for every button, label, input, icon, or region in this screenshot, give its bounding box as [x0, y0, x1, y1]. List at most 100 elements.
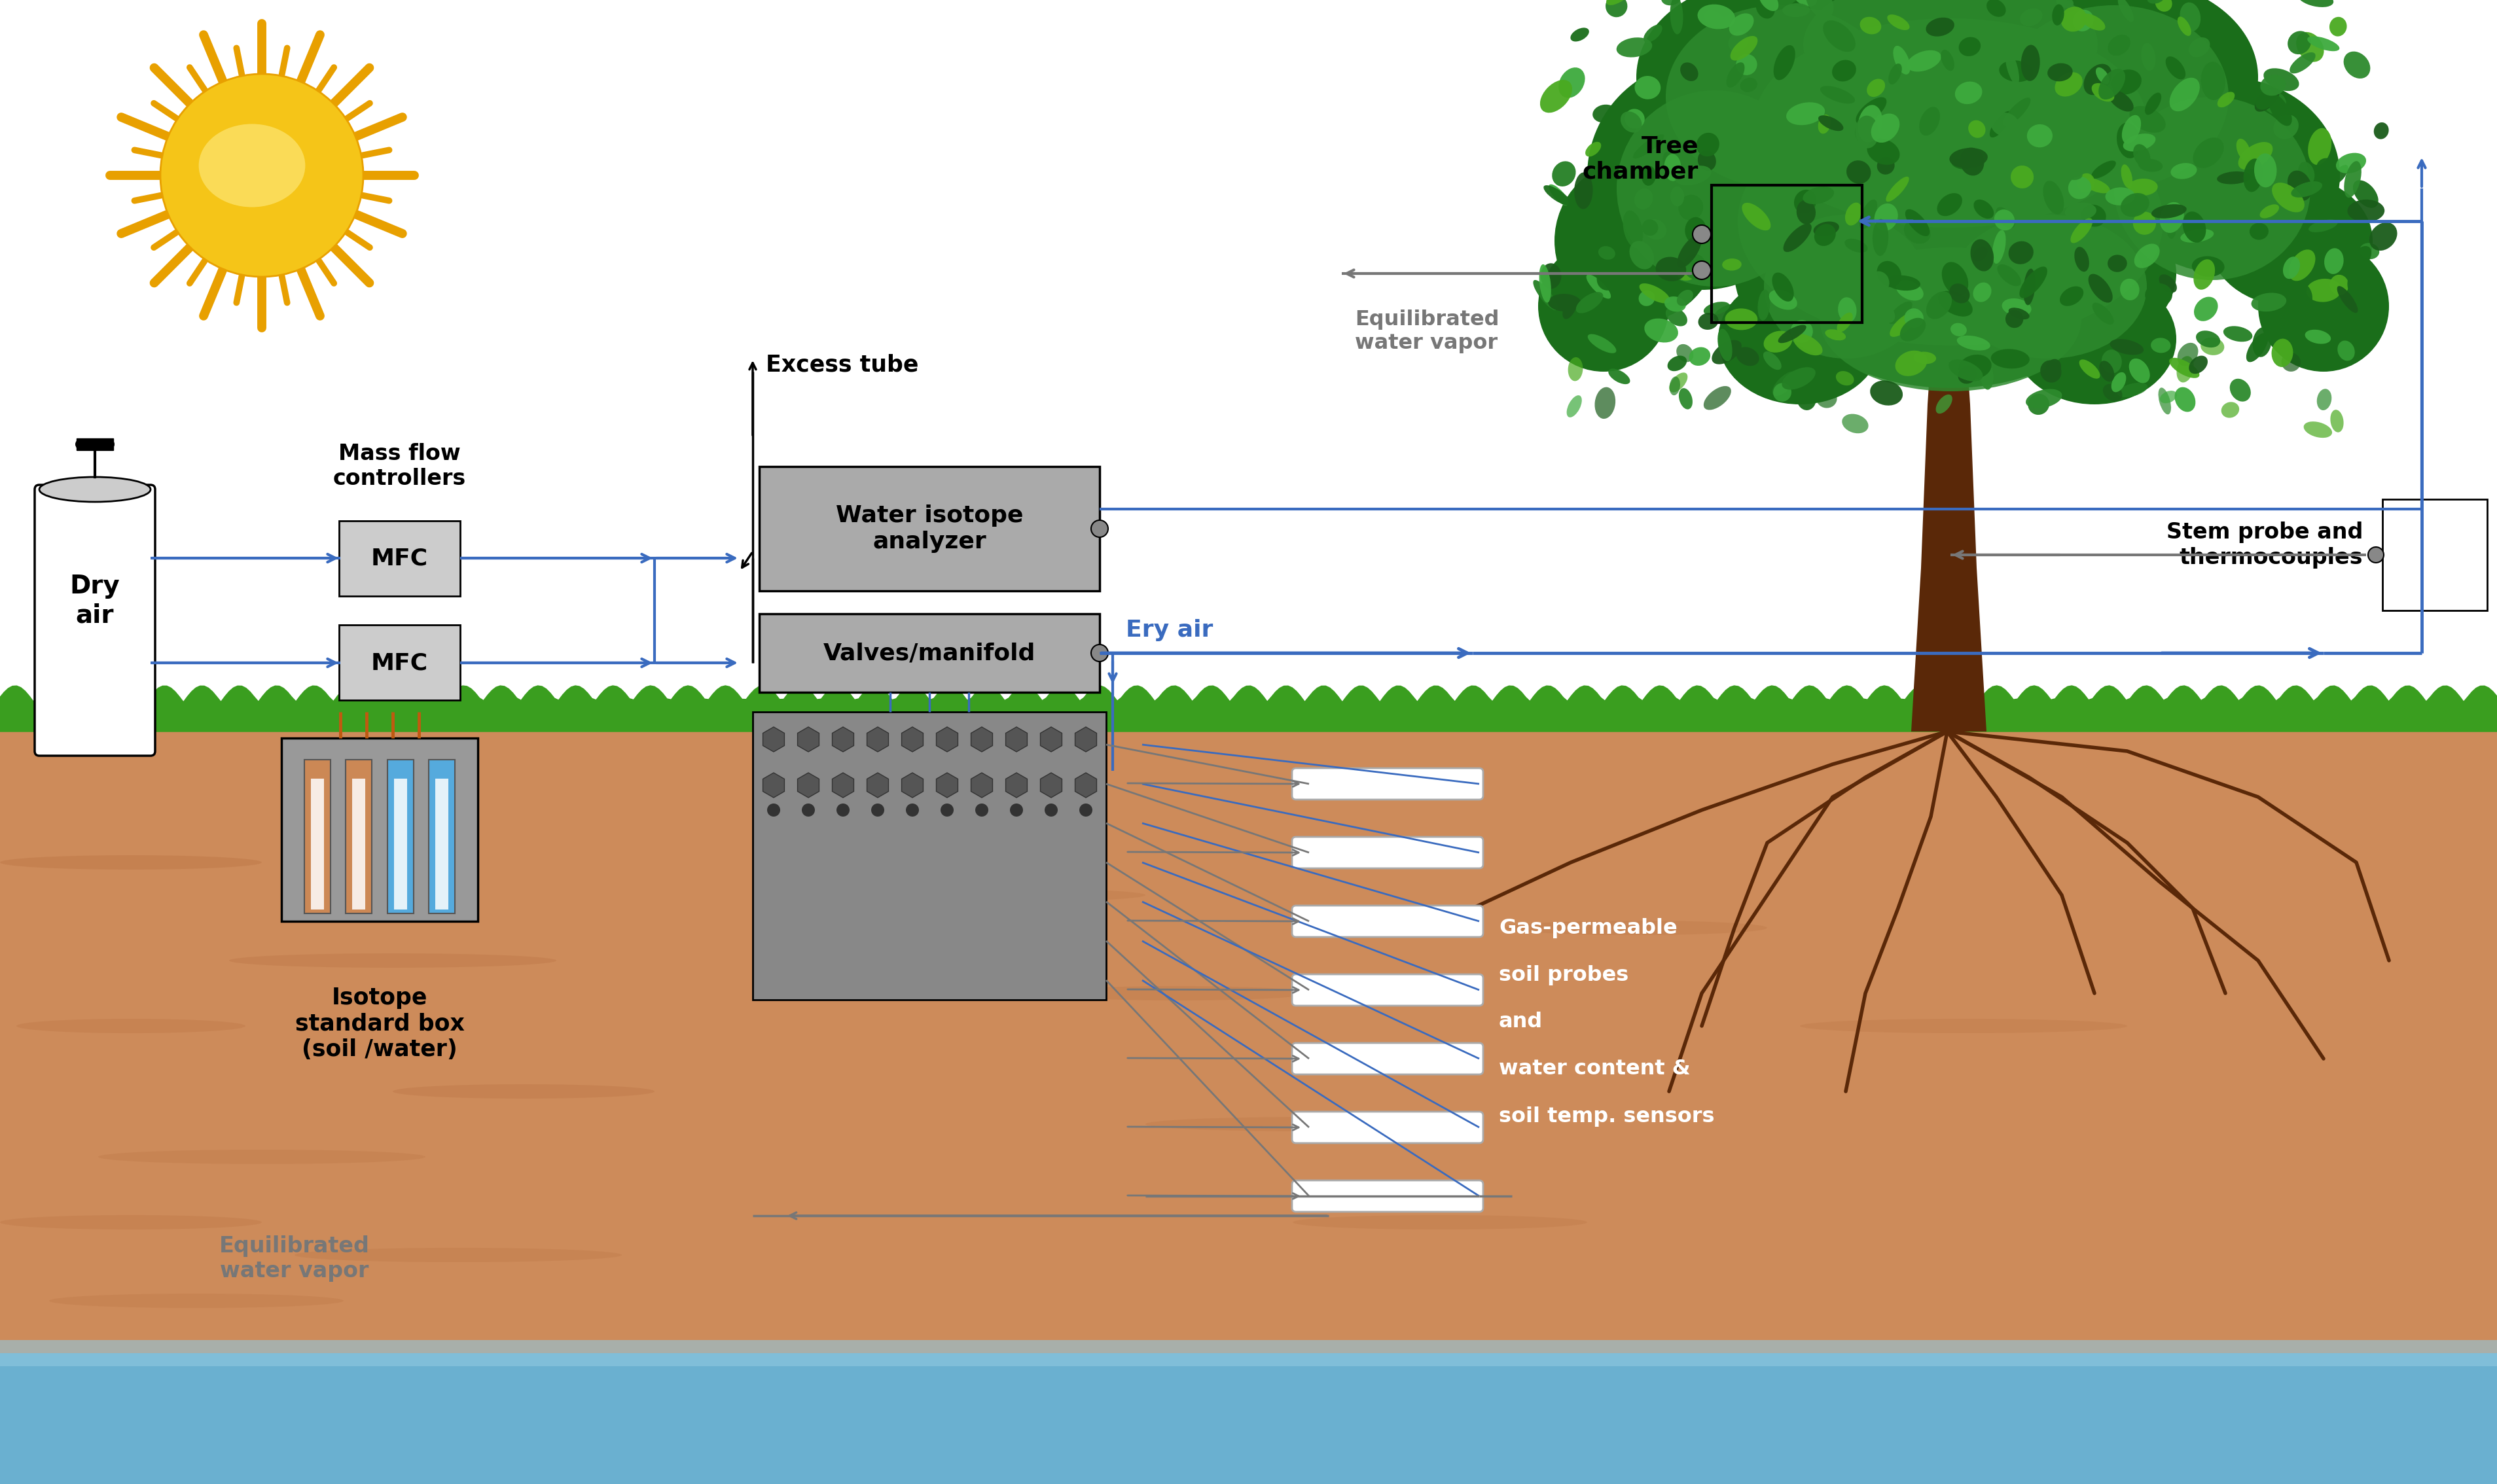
- Ellipse shape: [2325, 248, 2345, 275]
- Ellipse shape: [1895, 280, 1923, 301]
- Circle shape: [1693, 226, 1710, 243]
- Ellipse shape: [1925, 18, 1955, 37]
- Ellipse shape: [2250, 223, 2270, 240]
- Ellipse shape: [1988, 0, 2005, 16]
- Ellipse shape: [1838, 297, 1858, 322]
- Ellipse shape: [2195, 331, 2220, 347]
- Bar: [434, 779, 449, 910]
- Ellipse shape: [1571, 28, 1588, 42]
- Ellipse shape: [2290, 249, 2315, 280]
- Ellipse shape: [2102, 350, 2122, 374]
- Ellipse shape: [1678, 194, 1703, 220]
- Ellipse shape: [2043, 172, 2075, 188]
- Ellipse shape: [2055, 162, 2082, 180]
- Ellipse shape: [1878, 157, 1895, 175]
- Bar: [1710, 186, 1863, 322]
- Ellipse shape: [2177, 343, 2197, 367]
- Ellipse shape: [1725, 62, 1745, 88]
- Ellipse shape: [1730, 139, 1748, 168]
- Ellipse shape: [1943, 263, 1968, 295]
- Ellipse shape: [1723, 258, 1740, 270]
- Bar: [429, 760, 454, 914]
- Ellipse shape: [2160, 390, 2177, 404]
- Ellipse shape: [1935, 395, 1953, 414]
- Ellipse shape: [1683, 254, 1705, 279]
- Ellipse shape: [1960, 147, 1985, 175]
- Ellipse shape: [1793, 190, 1815, 214]
- Ellipse shape: [2075, 246, 2090, 272]
- Text: soil temp. sensors: soil temp. sensors: [1498, 1106, 1715, 1126]
- Ellipse shape: [1918, 65, 1950, 82]
- Ellipse shape: [1586, 142, 1601, 157]
- Ellipse shape: [2292, 181, 2322, 197]
- Ellipse shape: [1728, 13, 1753, 36]
- Ellipse shape: [1833, 59, 1855, 82]
- Ellipse shape: [1938, 193, 1963, 217]
- Bar: [387, 760, 415, 914]
- Ellipse shape: [1738, 96, 2162, 346]
- Ellipse shape: [2005, 50, 2020, 85]
- Bar: [340, 521, 459, 595]
- Ellipse shape: [1835, 371, 1853, 386]
- Ellipse shape: [1606, 0, 1636, 4]
- Ellipse shape: [1636, 188, 1653, 209]
- Ellipse shape: [1616, 91, 1813, 286]
- Ellipse shape: [2255, 89, 2275, 110]
- Text: Gas-permeable: Gas-permeable: [1498, 917, 1678, 938]
- Text: MFC: MFC: [370, 651, 427, 674]
- Ellipse shape: [1878, 261, 1900, 286]
- Ellipse shape: [2080, 205, 2105, 227]
- Ellipse shape: [2375, 122, 2390, 139]
- Ellipse shape: [1970, 239, 1993, 272]
- Ellipse shape: [2255, 88, 2280, 111]
- Circle shape: [941, 803, 954, 816]
- Ellipse shape: [1638, 291, 1656, 306]
- Ellipse shape: [2145, 92, 2162, 114]
- Ellipse shape: [1958, 355, 1993, 378]
- Ellipse shape: [2242, 159, 2262, 191]
- Ellipse shape: [2272, 114, 2300, 139]
- Text: water content &: water content &: [1498, 1060, 1690, 1079]
- Ellipse shape: [2200, 62, 2225, 99]
- Ellipse shape: [1950, 215, 2147, 359]
- Text: Equilibrated
water vapor: Equilibrated water vapor: [1356, 310, 1498, 353]
- Ellipse shape: [1665, 6, 1895, 188]
- Ellipse shape: [1795, 91, 1815, 126]
- Ellipse shape: [2180, 3, 2200, 31]
- Ellipse shape: [2287, 31, 2312, 55]
- Ellipse shape: [2107, 34, 2130, 56]
- Ellipse shape: [1995, 208, 2015, 229]
- Bar: [2382, 499, 2487, 610]
- Ellipse shape: [2192, 138, 2225, 168]
- Ellipse shape: [2020, 9, 2043, 27]
- Ellipse shape: [1888, 301, 1913, 324]
- Ellipse shape: [1855, 116, 1878, 148]
- Ellipse shape: [2345, 52, 2370, 79]
- Ellipse shape: [1773, 45, 1795, 80]
- Circle shape: [1693, 261, 1710, 279]
- Ellipse shape: [1046, 985, 1308, 1000]
- Ellipse shape: [1713, 303, 1750, 325]
- Ellipse shape: [2295, 283, 2312, 310]
- Text: Valves/manifold: Valves/manifold: [824, 643, 1036, 665]
- Ellipse shape: [1566, 395, 1581, 417]
- Text: Dry
air: Dry air: [70, 574, 120, 628]
- Ellipse shape: [1586, 275, 1611, 298]
- Ellipse shape: [1890, 312, 1918, 337]
- Ellipse shape: [1785, 102, 1825, 125]
- Ellipse shape: [1893, 46, 1910, 74]
- Ellipse shape: [1588, 334, 1616, 353]
- Ellipse shape: [1735, 53, 1758, 76]
- Ellipse shape: [97, 1150, 424, 1163]
- Ellipse shape: [2073, 10, 2092, 31]
- Ellipse shape: [1656, 257, 1685, 282]
- Ellipse shape: [1735, 191, 1930, 355]
- Ellipse shape: [2247, 332, 2267, 362]
- Ellipse shape: [2003, 98, 2030, 126]
- Ellipse shape: [2097, 68, 2125, 99]
- Ellipse shape: [1541, 80, 1573, 113]
- Ellipse shape: [1730, 36, 1758, 61]
- Ellipse shape: [1950, 148, 1988, 168]
- Ellipse shape: [2000, 61, 2033, 82]
- Ellipse shape: [1885, 276, 1920, 291]
